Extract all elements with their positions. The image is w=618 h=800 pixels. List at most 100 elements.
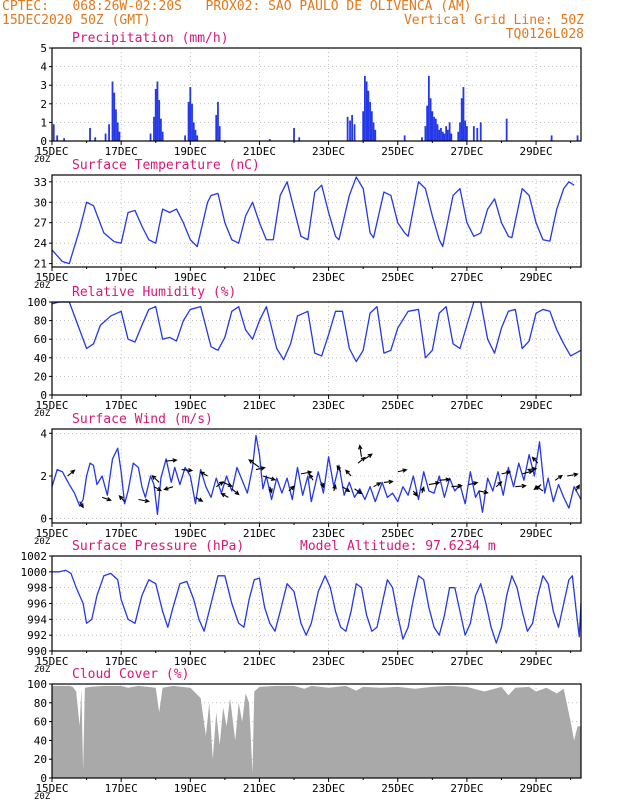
wind-arrowhead <box>268 488 273 494</box>
precip-bar <box>364 75 366 141</box>
wind-arrowhead <box>376 482 382 487</box>
x-tick-label: 29DEC <box>519 271 552 284</box>
x-tick-label: 27DEC <box>450 655 483 668</box>
x-tick-label: 25DEC <box>381 399 414 412</box>
panel-title: Surface Temperature (nC) <box>72 158 260 173</box>
y-tick-label: 40 <box>34 352 47 365</box>
precip-bar <box>372 122 375 141</box>
wind-arrowhead <box>234 490 240 496</box>
x-tick-label: 27DEC <box>450 782 483 795</box>
precip-bar <box>374 129 377 141</box>
panel-title: Surface Pressure (hPa) <box>72 539 244 554</box>
wind-arrowhead <box>531 456 537 462</box>
x-corner-label: 20Z <box>34 155 51 165</box>
y-tick-label: 80 <box>34 315 47 328</box>
x-tick-label: 19DEC <box>174 655 207 668</box>
precip-bar <box>460 98 463 141</box>
precip-bar <box>476 127 479 141</box>
precip-bar <box>161 131 164 141</box>
precip-bar <box>104 133 107 141</box>
wind-arrowhead <box>70 469 76 475</box>
series-line <box>51 176 575 265</box>
y-tick-label: 0 <box>40 135 47 148</box>
wind-arrowhead <box>336 464 341 471</box>
precip-bar <box>445 126 448 141</box>
y-tick-label: 0 <box>40 513 47 526</box>
x-tick-label: 19DEC <box>174 399 207 412</box>
wind-arrow <box>383 480 393 483</box>
wind-arrow <box>255 467 265 471</box>
wind-arrowhead <box>260 466 266 471</box>
y-tick-label: 990 <box>27 645 47 658</box>
y-tick-label: 20 <box>34 753 47 766</box>
x-tick-label: 17DEC <box>105 399 138 412</box>
wind-arrow <box>101 496 111 501</box>
x-tick-label: 29DEC <box>519 145 552 158</box>
precip-bar <box>194 129 197 141</box>
precip-bar <box>158 100 161 141</box>
precip-bar <box>153 116 155 141</box>
wind-arrowhead <box>573 472 579 477</box>
wind-arrowhead <box>528 469 534 475</box>
wind-arrow <box>164 486 174 491</box>
x-tick-label: 21DEC <box>243 655 276 668</box>
precip-bar <box>505 118 508 141</box>
y-tick-label: 3 <box>40 79 47 92</box>
wind-arrowhead <box>521 483 527 489</box>
x-tick-label: 21DEC <box>243 145 276 158</box>
wind-arrowhead <box>289 485 295 491</box>
wind-arrowhead <box>357 444 363 450</box>
wind-arrowhead <box>172 458 178 463</box>
x-corner-label: 20Z <box>34 792 51 800</box>
precip-bar <box>441 131 444 141</box>
x-corner-label: 20Z <box>34 281 51 291</box>
panel-frame <box>51 47 582 142</box>
wind-arrow <box>359 445 362 457</box>
wind-arrowhead <box>220 492 226 498</box>
y-tick-label: 1000 <box>21 566 48 579</box>
precip-bar <box>431 111 434 141</box>
precip-bar <box>111 81 114 141</box>
x-tick-label: 23DEC <box>312 782 345 795</box>
precip-bar <box>436 124 439 141</box>
y-tick-label: 0 <box>40 389 47 402</box>
precip-bar <box>576 135 579 141</box>
precip-bar <box>217 101 219 141</box>
y-tick-label: 5 <box>40 42 47 55</box>
precip-bar <box>438 129 441 141</box>
wind-arrow <box>166 459 177 462</box>
wind-arrowhead <box>473 481 479 486</box>
y-tick-label: 30 <box>34 196 47 209</box>
y-tick-label: 994 <box>27 613 47 626</box>
y-tick-label: 4 <box>40 61 47 74</box>
precip-bar <box>293 127 295 141</box>
wind-arrow <box>262 475 275 481</box>
x-tick-label: 15DEC <box>35 399 68 412</box>
wind-arrowhead <box>320 483 325 489</box>
wind-arrowhead <box>118 495 124 501</box>
x-tick-label: 27DEC <box>450 145 483 158</box>
wind-arrowhead <box>357 489 363 495</box>
x-tick-label: 27DEC <box>450 399 483 412</box>
precip-bar <box>218 126 221 141</box>
x-tick-label: 19DEC <box>174 145 207 158</box>
precip-bar <box>421 137 423 141</box>
y-tick-label: 996 <box>27 598 47 611</box>
wind-arrow <box>501 471 511 475</box>
x-tick-label: 21DEC <box>243 782 276 795</box>
x-tick-label: 25DEC <box>381 527 414 540</box>
wind-arrowhead <box>345 469 350 475</box>
header-run-code: TQ0126L028 <box>505 27 584 42</box>
wind-arrowhead <box>332 484 337 490</box>
header-datetime: 15DEC2020 50Z (GMT) <box>2 13 151 28</box>
wind-arrow <box>152 475 160 483</box>
wind-arrow <box>522 470 533 475</box>
panel-2 <box>49 301 582 399</box>
y-tick-label: 1002 <box>21 550 48 563</box>
precip-bar <box>196 135 199 141</box>
wind-arrow <box>478 490 488 494</box>
x-tick-label: 27DEC <box>450 527 483 540</box>
precip-bar <box>89 127 91 141</box>
precip-bar <box>94 137 97 141</box>
